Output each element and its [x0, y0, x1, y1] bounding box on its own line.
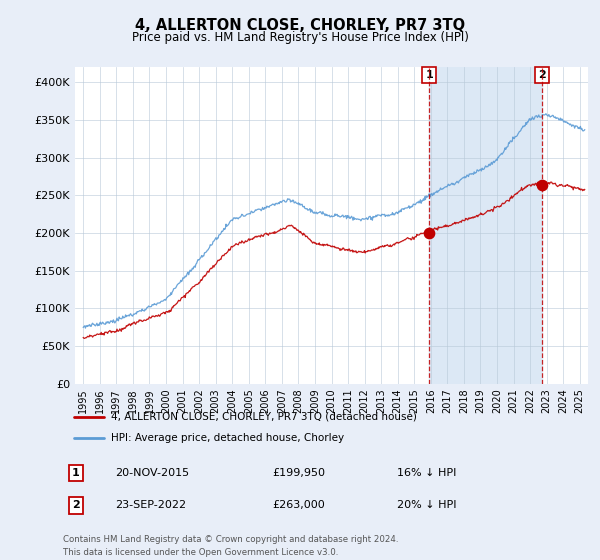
Text: This data is licensed under the Open Government Licence v3.0.: This data is licensed under the Open Gov…: [63, 548, 338, 557]
Text: 1: 1: [72, 468, 80, 478]
Text: 23-SEP-2022: 23-SEP-2022: [115, 501, 187, 510]
Text: Price paid vs. HM Land Registry's House Price Index (HPI): Price paid vs. HM Land Registry's House …: [131, 31, 469, 44]
Text: 4, ALLERTON CLOSE, CHORLEY, PR7 3TQ: 4, ALLERTON CLOSE, CHORLEY, PR7 3TQ: [135, 18, 465, 33]
Text: 4, ALLERTON CLOSE, CHORLEY, PR7 3TQ (detached house): 4, ALLERTON CLOSE, CHORLEY, PR7 3TQ (det…: [110, 412, 416, 422]
Text: 2: 2: [72, 501, 80, 510]
Text: 20-NOV-2015: 20-NOV-2015: [115, 468, 190, 478]
Text: 1: 1: [425, 70, 433, 80]
Bar: [429, 67, 542, 384]
Point: [424, 228, 434, 237]
Text: £263,000: £263,000: [272, 501, 325, 510]
Text: £199,950: £199,950: [272, 468, 325, 478]
Text: 2: 2: [538, 70, 546, 80]
Text: 16% ↓ HPI: 16% ↓ HPI: [397, 468, 457, 478]
Point: [537, 181, 547, 190]
Text: HPI: Average price, detached house, Chorley: HPI: Average price, detached house, Chor…: [110, 433, 344, 444]
Text: Contains HM Land Registry data © Crown copyright and database right 2024.: Contains HM Land Registry data © Crown c…: [63, 535, 398, 544]
Text: 20% ↓ HPI: 20% ↓ HPI: [397, 501, 457, 510]
